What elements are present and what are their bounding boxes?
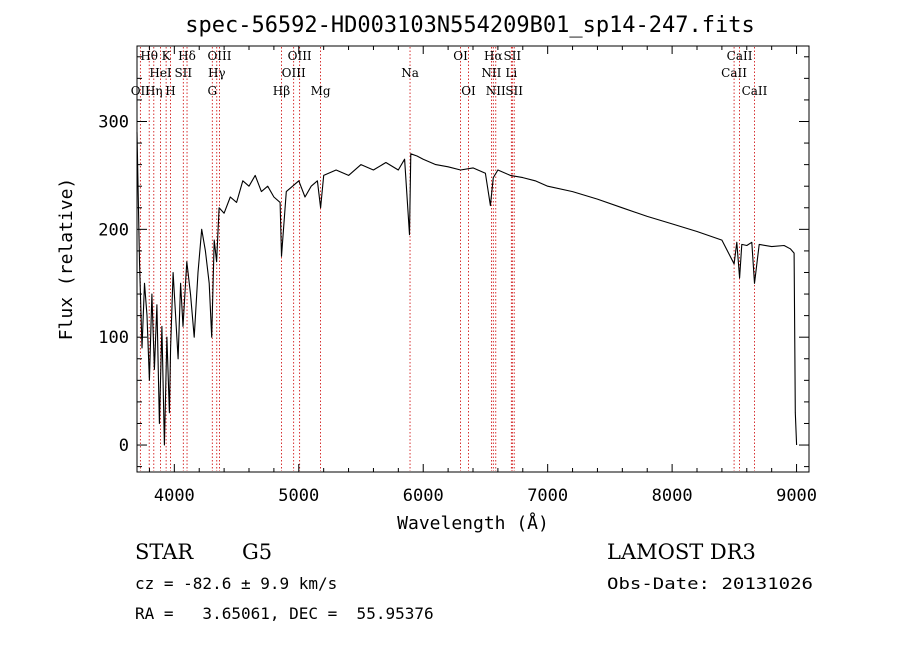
line-marker-label-2: Hη — [145, 84, 163, 98]
line-marker-label-12: OIII — [282, 66, 306, 80]
chart-title: spec-56592-HD003103N554209B01_sp14-247.f… — [185, 13, 755, 38]
line-marker-label-8: G — [207, 84, 217, 98]
line-marker-label-21: Li — [505, 66, 517, 80]
line-marker-label-14: Mg — [311, 84, 331, 98]
line-marker-label-13: OIII — [288, 49, 312, 63]
line-marker-label-24: CaII — [721, 66, 747, 80]
line-marker-label-19: Hα — [484, 49, 503, 63]
line-marker-label-26: CaII — [742, 84, 768, 98]
line-marker-label-25: CaII — [727, 49, 753, 63]
line-marker-label-1: Hθ — [140, 49, 158, 63]
y-tick-label-2: 200 — [98, 220, 129, 240]
line-marker-labels: OII Hθ Hη HeI K H SII Hδ G Hγ OIII Hβ OIII OIII Mg Na OI… — [131, 49, 768, 98]
line-marker-label-17: OI — [461, 84, 476, 98]
line-markers — [139, 47, 755, 471]
x-tick-label-2: 6000 — [403, 486, 444, 506]
y-axis-label: Flux (relative) — [56, 178, 77, 341]
observation-date: Obs-Date: 20131026 — [607, 574, 813, 593]
object-class: STAR — [135, 540, 194, 564]
line-marker-label-3: HeI — [149, 66, 172, 80]
line-marker-label-6: SII — [174, 66, 192, 80]
x-axis-ticks: 4000 5000 6000 7000 8000 9000 — [148, 46, 817, 506]
line-marker-label-22: SII — [503, 49, 521, 63]
line-marker-label-23: SII — [505, 84, 523, 98]
object-info: STAR G5 LAMOST DR3 cz = -82.6 ± 9.9 km/s… — [135, 540, 813, 623]
line-marker-label-9: Hγ — [208, 66, 226, 80]
y-axis-ticks: 0 100 200 300 — [98, 56, 809, 468]
line-marker-label-16: OI — [453, 49, 468, 63]
line-marker-label-5: H — [165, 84, 175, 98]
spectrum-line — [136, 132, 798, 446]
line-marker-label-11: Hβ — [273, 84, 290, 98]
object-subclass: G5 — [242, 540, 272, 564]
x-axis-label: Wavelength (Å) — [397, 512, 549, 534]
line-marker-label-18: NII — [481, 66, 501, 80]
y-tick-label-1: 100 — [98, 328, 129, 348]
y-tick-label-3: 300 — [98, 112, 129, 132]
x-tick-label-5: 9000 — [776, 486, 817, 506]
line-marker-label-7: Hδ — [178, 49, 196, 63]
line-marker-label-4: K — [162, 49, 172, 63]
x-tick-label-4: 8000 — [652, 486, 693, 506]
redshift-velocity: cz = -82.6 ± 9.9 km/s — [135, 574, 337, 593]
x-tick-label-1: 5000 — [278, 486, 319, 506]
line-marker-label-10: OIII — [207, 49, 231, 63]
line-marker-label-15: Na — [401, 66, 419, 80]
line-marker-label-0: OII — [131, 84, 151, 98]
y-tick-label-0: 0 — [119, 436, 129, 456]
plot-frame — [136, 45, 810, 473]
x-tick-label-0: 4000 — [154, 486, 195, 506]
survey-name: LAMOST DR3 — [607, 540, 756, 564]
line-marker-label-20: NII — [486, 84, 506, 98]
x-tick-label-3: 7000 — [527, 486, 568, 506]
coordinates: RA = 3.65061, DEC = 55.95376 — [135, 604, 434, 623]
